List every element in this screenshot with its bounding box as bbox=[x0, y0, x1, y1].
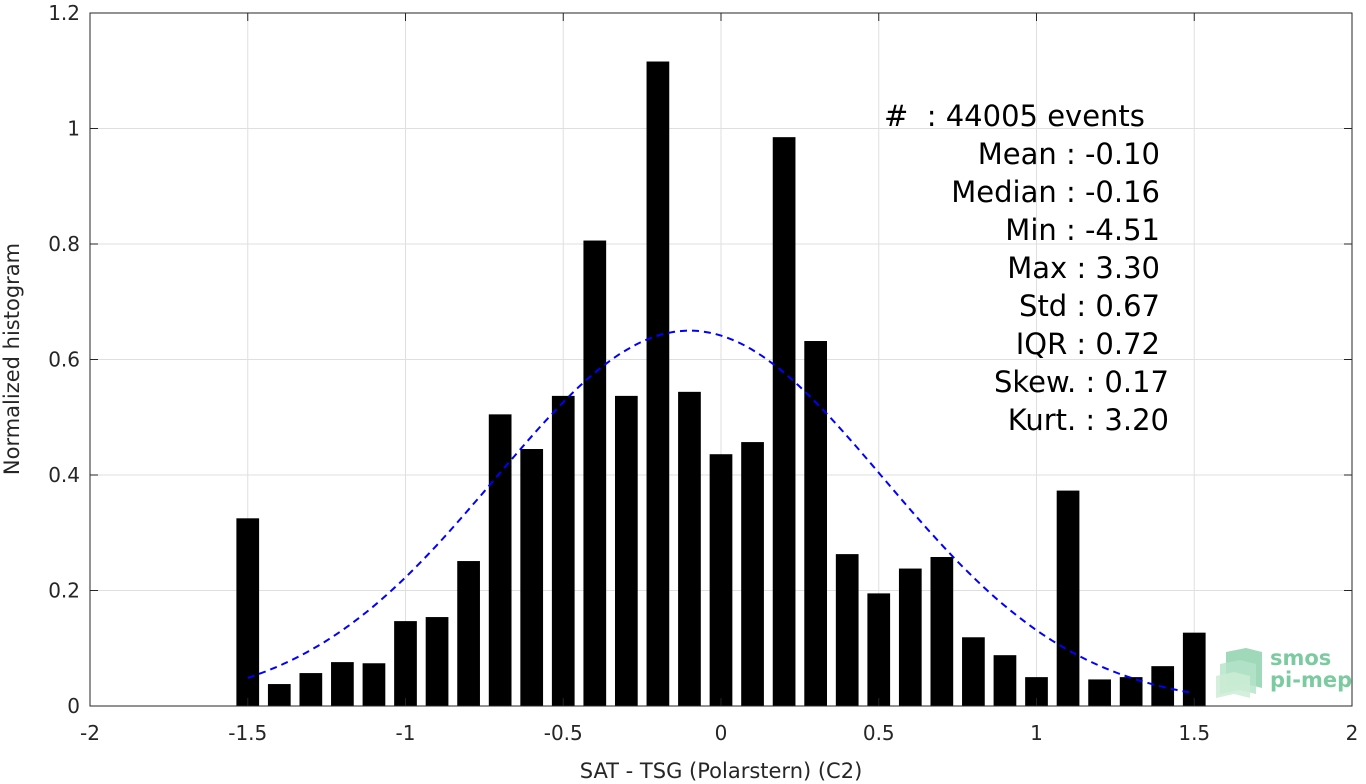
x-tick-label: 1 bbox=[1030, 721, 1043, 745]
x-tick-labels: -2 -1.5 -1 -0.5 0 0.5 1 1.5 2 bbox=[80, 721, 1358, 745]
y-tick-label: 1 bbox=[67, 117, 80, 141]
histogram-bar bbox=[362, 663, 386, 706]
stat-events: # : 44005 events bbox=[884, 99, 1145, 133]
x-tick-label: -1 bbox=[396, 721, 416, 745]
x-tick-label: 0.5 bbox=[863, 721, 895, 745]
histogram-bar bbox=[709, 454, 733, 706]
smos-pimep-logo: smos pi-mep bbox=[1216, 646, 1352, 698]
histogram-bar bbox=[962, 637, 985, 706]
stat-mean: Mean : -0.10 bbox=[978, 137, 1160, 171]
stat-std: Std : 0.67 bbox=[1019, 289, 1160, 323]
histogram-bars bbox=[236, 61, 1206, 707]
stat-skew: Skew. : 0.17 bbox=[994, 365, 1169, 399]
y-tick-labels: 0 0.2 0.4 0.6 0.8 1 1.2 bbox=[48, 1, 80, 718]
stat-min: Min : -4.51 bbox=[1005, 213, 1160, 247]
histogram-bar bbox=[867, 593, 891, 706]
stat-kurt: Kurt. : 3.20 bbox=[1008, 403, 1169, 437]
logo-wave-icon bbox=[1216, 648, 1262, 698]
histogram-bar bbox=[236, 518, 260, 706]
logo-text-smos: smos bbox=[1270, 646, 1331, 670]
y-tick-label: 0.4 bbox=[48, 463, 80, 487]
statistics-annotation: # : 44005 events Mean : -0.10 Median : -… bbox=[884, 99, 1169, 437]
histogram-bar bbox=[993, 655, 1017, 706]
histogram-bar bbox=[520, 449, 544, 706]
x-axis-label: SAT - TSG (Polarstern) (C2) bbox=[580, 759, 863, 783]
histogram-bar bbox=[1119, 677, 1143, 706]
axis-ticks bbox=[89, 12, 1353, 707]
histogram-bar bbox=[614, 395, 638, 706]
histogram-bar bbox=[772, 137, 796, 707]
y-tick-label: 0.6 bbox=[48, 348, 80, 372]
histogram-bar bbox=[551, 395, 575, 706]
y-tick-label: 0.8 bbox=[48, 232, 80, 256]
stat-median: Median : -0.16 bbox=[951, 175, 1160, 209]
x-tick-label: -1.5 bbox=[228, 721, 267, 745]
histogram-bar bbox=[457, 561, 480, 706]
histogram-bar bbox=[425, 617, 449, 706]
histogram-bar bbox=[804, 341, 828, 706]
logo-text-pimep: pi-mep bbox=[1270, 668, 1352, 692]
y-tick-label: 0 bbox=[67, 694, 80, 718]
y-axis-label: Normalized histogram bbox=[0, 243, 24, 475]
histogram-bar bbox=[1025, 677, 1048, 706]
stat-iqr: IQR : 0.72 bbox=[1016, 327, 1160, 361]
histogram-bar bbox=[930, 557, 954, 706]
histogram-bar bbox=[1056, 490, 1080, 706]
histogram-bar bbox=[583, 240, 607, 706]
histogram-bar bbox=[1182, 632, 1206, 706]
histogram-bar bbox=[898, 568, 922, 706]
histogram-bar bbox=[646, 61, 670, 706]
stat-max: Max : 3.30 bbox=[1007, 251, 1160, 285]
y-tick-label: 0.2 bbox=[48, 579, 80, 603]
gaussian-fit-curve bbox=[247, 329, 1195, 695]
histogram-bar bbox=[678, 391, 701, 706]
histogram-bar bbox=[394, 621, 417, 706]
histogram-bar bbox=[488, 414, 512, 706]
x-tick-label: 2 bbox=[1346, 721, 1359, 745]
histogram-bar bbox=[299, 673, 323, 706]
x-tick-label: 1.5 bbox=[1178, 721, 1210, 745]
histogram-bar bbox=[1088, 679, 1111, 706]
y-tick-label: 1.2 bbox=[48, 1, 80, 25]
histogram-bar bbox=[741, 442, 764, 706]
histogram-bar bbox=[835, 554, 859, 706]
histogram-bar bbox=[267, 684, 291, 706]
x-tick-label: 0 bbox=[715, 721, 728, 745]
x-tick-label: -0.5 bbox=[544, 721, 583, 745]
x-tick-label: -2 bbox=[80, 721, 100, 745]
histogram-bar bbox=[331, 662, 354, 706]
